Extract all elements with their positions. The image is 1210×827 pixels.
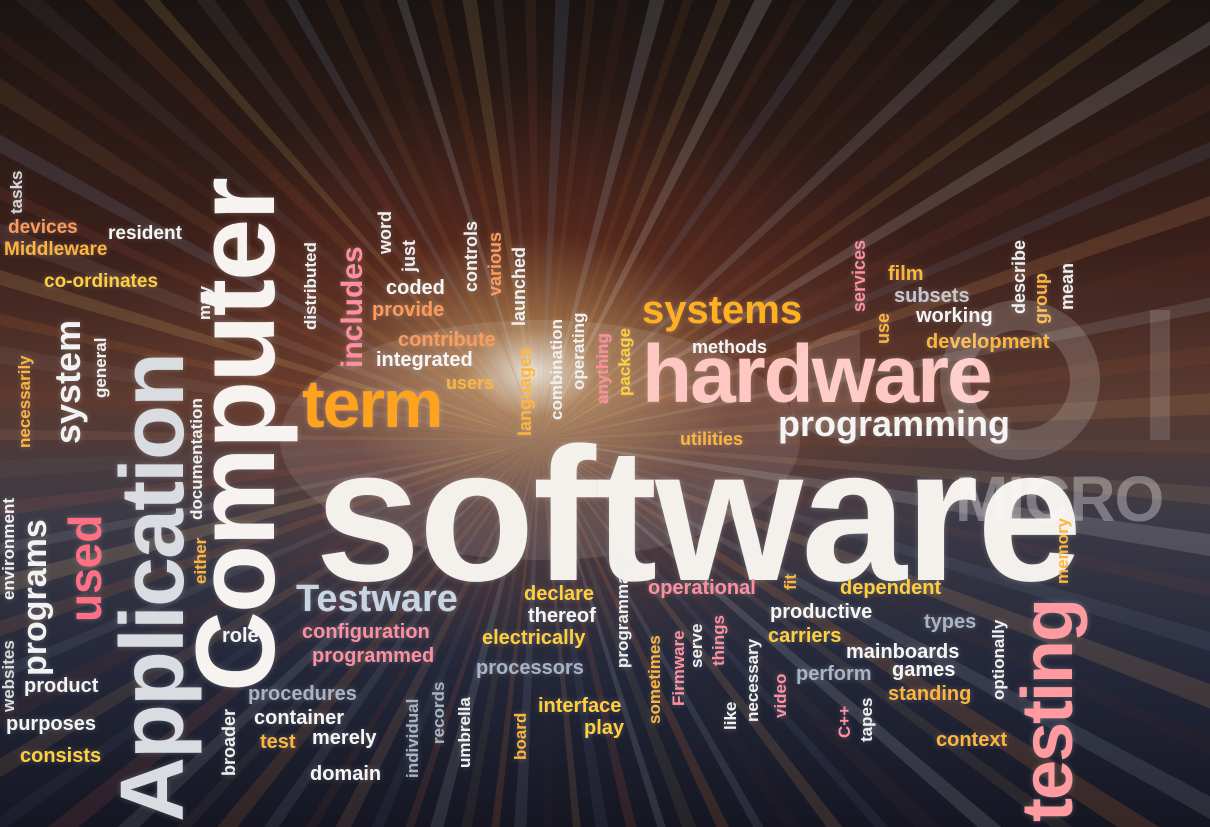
word-co-ordinates: co-ordinates	[44, 272, 158, 291]
word-resident: resident	[108, 224, 182, 243]
word-package: package	[616, 328, 633, 396]
word-film: film	[888, 264, 924, 284]
word-declare: declare	[524, 584, 594, 604]
word-test: test	[260, 732, 296, 752]
word-application: Application	[108, 354, 198, 822]
word-environment: environment	[0, 498, 17, 600]
word-c-plus-plus: C++	[836, 706, 853, 738]
word-either: either	[192, 538, 209, 584]
word-necessarily: necessarily	[16, 355, 33, 448]
word-configuration: configuration	[302, 622, 430, 642]
word-optionally: optionally	[990, 620, 1007, 700]
word-programmed: programmed	[312, 646, 434, 666]
word-thereof: thereof	[528, 606, 596, 626]
word-term: term	[302, 370, 441, 438]
word-like: like	[722, 702, 739, 730]
word-coded: coded	[386, 278, 445, 298]
word-merely: merely	[312, 728, 377, 748]
word-middleware: Middleware	[4, 240, 107, 259]
word-games: games	[892, 660, 955, 680]
word-anything: anything	[594, 333, 611, 404]
word-container: container	[254, 708, 344, 728]
word-programmable: programmable	[614, 550, 631, 668]
word-individual: individual	[404, 699, 421, 778]
word-role: role	[222, 626, 259, 646]
word-fit: fit	[782, 574, 799, 590]
word-provide: provide	[372, 300, 444, 320]
word-domain: domain	[310, 764, 381, 784]
word-electrically: electrically	[482, 628, 585, 648]
word-perform: perform	[796, 664, 872, 684]
word-system: system	[50, 320, 86, 444]
word-just: just	[400, 240, 418, 272]
word-necessary: necessary	[744, 639, 761, 722]
word-websites: websites	[0, 640, 17, 712]
word-standing: standing	[888, 684, 971, 704]
word-tapes: tapes	[858, 698, 875, 742]
word-firmware: Firmware	[670, 630, 687, 706]
word-tasks: tasks	[8, 171, 25, 214]
word-utilities: utilities	[680, 430, 743, 448]
word-general: general	[92, 338, 109, 398]
word-combination: combination	[548, 319, 565, 420]
word-includes: includes	[338, 246, 368, 368]
word-users: users	[446, 374, 494, 392]
word-distributed: distributed	[302, 242, 319, 330]
word-contribute: contribute	[398, 330, 496, 350]
word-various: various	[486, 232, 504, 296]
word-operational: operational	[648, 578, 756, 598]
word-integrated: integrated	[376, 350, 473, 370]
word-interface: interface	[538, 696, 621, 716]
word-launched: launched	[510, 247, 528, 326]
word-may: may	[196, 286, 213, 320]
watermark-text: MICRO	[955, 462, 1163, 536]
word-play: play	[584, 718, 624, 738]
word-broader: broader	[220, 709, 238, 776]
watermark-logo-shape	[750, 290, 1200, 490]
word-productive: productive	[770, 602, 872, 622]
word-testing: testing	[1012, 600, 1084, 822]
word-devices: devices	[8, 218, 78, 237]
word-records: records	[430, 682, 447, 744]
word-types: types	[924, 612, 976, 632]
word-context: context	[936, 730, 1007, 750]
word-carriers: carriers	[768, 626, 841, 646]
word-word: word	[376, 211, 394, 254]
word-procedures: procedures	[248, 684, 357, 704]
word-languages: languages	[516, 347, 534, 436]
word-consists: consists	[20, 746, 101, 766]
word-dependent: dependent	[840, 578, 941, 598]
word-umbrella: umbrella	[456, 697, 473, 768]
word-sometimes: sometimes	[646, 635, 663, 724]
word-testware: Testware	[296, 580, 458, 618]
word-programs: programs	[18, 519, 52, 676]
word-processors: processors	[476, 658, 584, 678]
word-product: product	[24, 676, 98, 696]
word-serve: serve	[688, 624, 705, 668]
word-used: used	[62, 515, 108, 622]
word-documentation: documentation	[188, 398, 205, 520]
word-board: board	[512, 713, 529, 760]
word-operating: operating	[570, 313, 587, 390]
word-controls: controls	[462, 221, 480, 292]
word-purposes: purposes	[6, 714, 96, 734]
word-things: things	[710, 615, 727, 666]
word-video: video	[772, 674, 789, 718]
